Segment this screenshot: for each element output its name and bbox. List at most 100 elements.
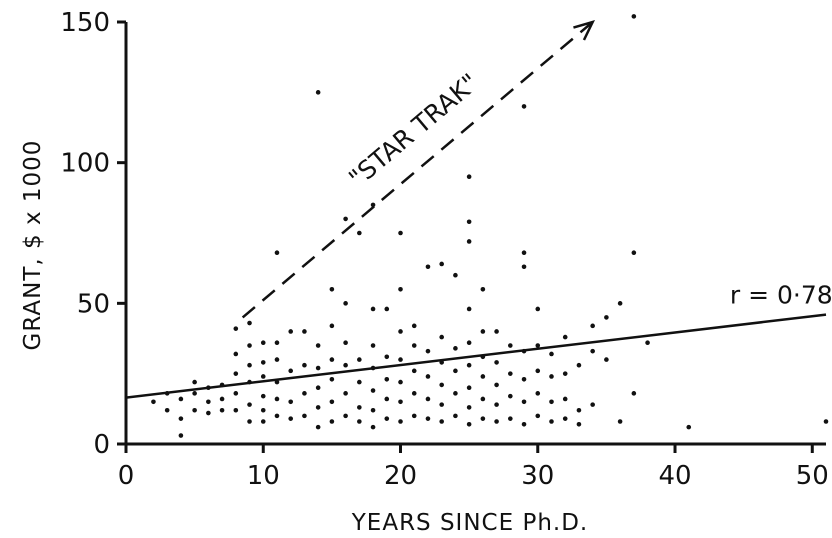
data-point [466, 239, 472, 244]
data-point [411, 391, 417, 396]
y-tick-label: 100 [60, 149, 110, 179]
y-tick-label: 50 [77, 289, 110, 319]
data-point [219, 407, 225, 413]
data-point [411, 323, 417, 329]
y-tick-label: 150 [60, 8, 110, 38]
axis-ticks: 0 10 20 30 40 50 0 50 100 150 [60, 8, 828, 491]
x-tick-label: 0 [118, 461, 135, 491]
data-point [384, 354, 390, 360]
data-point [398, 379, 403, 385]
data-point [206, 399, 211, 405]
data-point [521, 399, 527, 405]
data-point [151, 399, 156, 405]
data-point [398, 230, 403, 236]
data-point [206, 410, 211, 416]
data-point [288, 368, 294, 374]
data-point [329, 419, 335, 424]
data-point [357, 405, 362, 410]
data-point [398, 286, 403, 292]
data-point [260, 407, 266, 413]
data-point [576, 362, 582, 368]
data-point [549, 419, 554, 424]
x-tick-label: 20 [384, 461, 417, 491]
data-point [439, 419, 444, 424]
data-point [343, 216, 348, 222]
data-point [453, 272, 458, 278]
data-point [535, 306, 541, 312]
data-point [178, 416, 184, 421]
data-point [494, 382, 499, 388]
data-point [645, 340, 650, 346]
data-point [315, 405, 321, 410]
data-point [411, 343, 417, 348]
data-point [357, 230, 362, 236]
data-point [247, 402, 252, 407]
regression-line [125, 313, 827, 399]
data-point [480, 286, 486, 292]
data-point [425, 396, 431, 402]
data-point [521, 264, 527, 270]
data-point [315, 90, 321, 95]
data-point [480, 396, 486, 402]
data-point [576, 422, 582, 427]
data-point [425, 416, 431, 421]
data-point [260, 419, 266, 424]
x-tick-label: 40 [658, 461, 691, 491]
data-point [466, 362, 472, 368]
data-point [494, 329, 499, 334]
x-tick-label: 50 [796, 461, 829, 491]
data-point [315, 343, 321, 348]
y-tick-label: 0 [93, 430, 110, 460]
data-point [494, 419, 499, 424]
data-point [466, 340, 472, 346]
data-point [480, 416, 486, 421]
data-point [302, 391, 307, 396]
data-point [192, 391, 197, 396]
y-axis-title: GRANT, $ x 1000 [20, 140, 46, 351]
data-point [466, 422, 472, 427]
data-point [631, 250, 637, 255]
data-point [274, 413, 280, 419]
data-point [343, 413, 348, 419]
data-point [480, 374, 486, 379]
data-point [549, 351, 554, 357]
data-point [823, 419, 829, 424]
data-point [315, 385, 321, 391]
data-point [233, 371, 239, 376]
data-point [535, 413, 541, 419]
data-point [315, 424, 321, 430]
x-axis-title: YEARS SINCE Ph.D. [351, 510, 588, 536]
correlation-label: r = 0·78 [730, 280, 832, 309]
data-point [535, 368, 541, 374]
data-point [453, 346, 458, 351]
data-point [411, 368, 417, 374]
data-point [329, 357, 335, 362]
data-point [370, 424, 376, 430]
data-point [178, 433, 184, 438]
data-point [562, 334, 568, 340]
data-point [617, 419, 623, 424]
data-point [686, 424, 692, 430]
star-trak-arrowhead [573, 20, 596, 41]
data-point [343, 301, 348, 306]
data-point [370, 407, 376, 413]
data-point [617, 301, 623, 306]
data-point [425, 264, 431, 270]
data-point [466, 306, 472, 312]
data-point [439, 402, 444, 407]
data-point [590, 323, 595, 329]
data-point [357, 419, 362, 424]
data-point [164, 407, 170, 413]
data-point [357, 379, 362, 385]
data-point [370, 343, 376, 348]
data-point [535, 391, 541, 396]
data-point [192, 407, 197, 413]
data-point [508, 343, 513, 348]
data-point [288, 329, 294, 334]
data-point [466, 385, 472, 391]
data-point [233, 391, 239, 396]
data-point [288, 399, 294, 405]
data-point [398, 329, 403, 334]
data-point [357, 357, 362, 362]
data-point [384, 376, 390, 382]
